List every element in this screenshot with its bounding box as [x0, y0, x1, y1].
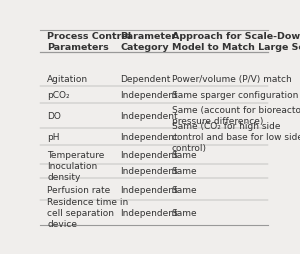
- Text: Residence time in
cell separation
device: Residence time in cell separation device: [47, 198, 128, 229]
- Text: Process Control
Parameters: Process Control Parameters: [47, 32, 131, 52]
- Text: Approach for Scale-Down
Model to Match Large Scale: Approach for Scale-Down Model to Match L…: [172, 32, 300, 52]
- Text: Parameter
Category: Parameter Category: [121, 32, 177, 52]
- Text: Same: Same: [172, 185, 197, 194]
- Text: Same: Same: [172, 209, 197, 217]
- Text: Same: Same: [172, 150, 197, 159]
- Text: Same (account for bioreactor
pressure difference): Same (account for bioreactor pressure di…: [172, 106, 300, 126]
- Text: Same sparger configuration: Same sparger configuration: [172, 90, 298, 99]
- Text: Power/volume (P/V) match: Power/volume (P/V) match: [172, 74, 291, 83]
- Text: Perfusion rate: Perfusion rate: [47, 185, 110, 194]
- Text: Same (CO₂ for high side
control and base for low side
control): Same (CO₂ for high side control and base…: [172, 121, 300, 152]
- Text: pCO₂: pCO₂: [47, 90, 70, 99]
- Text: DO: DO: [47, 111, 61, 120]
- Text: Same: Same: [172, 167, 197, 176]
- Text: pH: pH: [47, 132, 60, 141]
- Text: Agitation: Agitation: [47, 74, 88, 83]
- Text: Independent: Independent: [121, 111, 178, 120]
- Text: Independent: Independent: [121, 90, 178, 99]
- Text: Independent: Independent: [121, 209, 178, 217]
- Text: Dependent: Dependent: [121, 74, 171, 83]
- Text: Independent: Independent: [121, 185, 178, 194]
- Text: Inoculation
density: Inoculation density: [47, 161, 98, 181]
- Text: Independent: Independent: [121, 132, 178, 141]
- Text: Independent: Independent: [121, 167, 178, 176]
- Text: Temperature: Temperature: [47, 150, 105, 159]
- Text: Independent: Independent: [121, 150, 178, 159]
